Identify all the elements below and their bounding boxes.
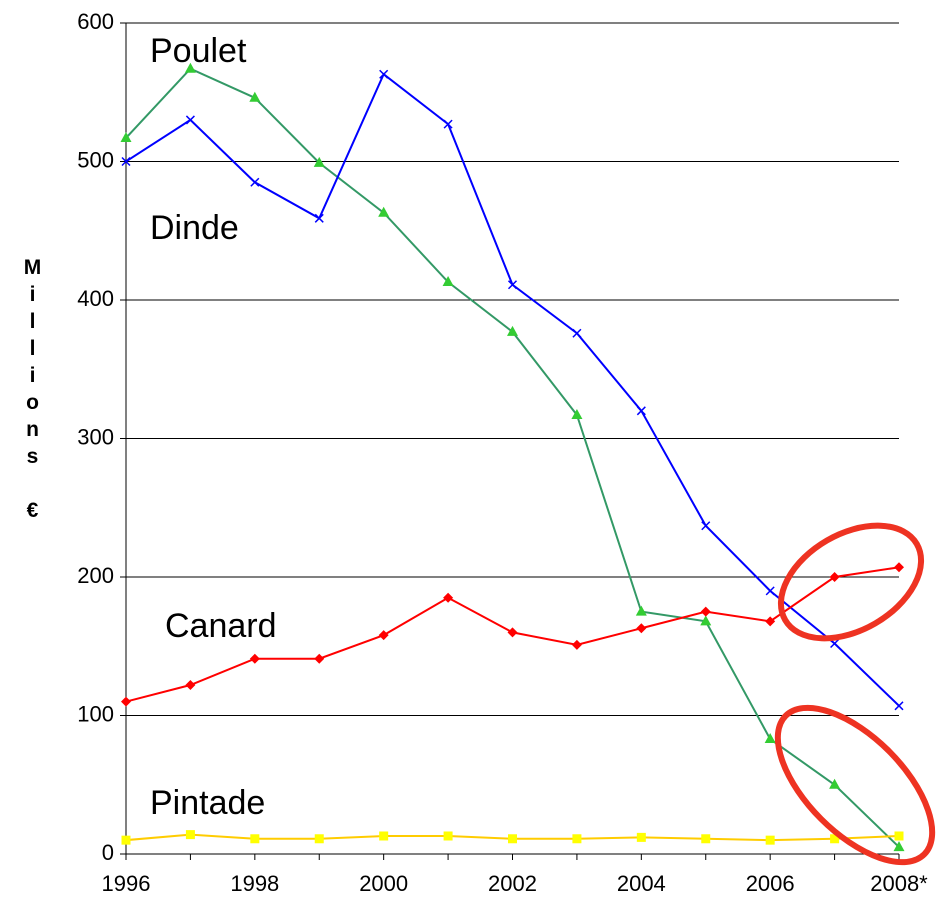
marker xyxy=(701,521,711,531)
highlight-circle xyxy=(774,704,936,866)
marker xyxy=(829,572,840,582)
marker xyxy=(249,91,261,102)
marker xyxy=(894,701,904,711)
marker xyxy=(185,830,195,840)
series-label: Poulet xyxy=(150,32,247,70)
marker xyxy=(830,834,840,844)
marker xyxy=(700,606,711,617)
marker xyxy=(379,69,389,79)
marker xyxy=(443,592,454,603)
marker xyxy=(507,280,518,290)
marker xyxy=(764,733,776,744)
highlight-circle xyxy=(777,522,925,642)
marker xyxy=(314,653,325,664)
marker xyxy=(185,115,195,125)
marker xyxy=(185,680,196,691)
marker xyxy=(636,623,647,634)
x-tick-label: 2000 xyxy=(359,871,408,896)
series-line xyxy=(125,67,900,848)
y-tick-label: 300 xyxy=(77,424,114,449)
marker xyxy=(765,586,775,596)
x-tick-label: 2006 xyxy=(746,871,795,896)
marker xyxy=(507,627,518,638)
marker xyxy=(765,835,775,845)
marker xyxy=(700,615,712,626)
x-tick-label: 2002 xyxy=(488,871,537,896)
marker xyxy=(379,831,389,841)
y-tick-label: 600 xyxy=(77,9,114,34)
marker xyxy=(121,156,131,167)
series-label: Dinde xyxy=(150,209,239,247)
marker xyxy=(635,605,647,616)
marker xyxy=(572,834,582,844)
y-axis-label: Millions € xyxy=(21,256,44,526)
marker xyxy=(894,562,904,573)
marker xyxy=(378,630,389,641)
series-label: Canard xyxy=(165,607,277,645)
marker xyxy=(442,275,454,286)
marker xyxy=(507,325,518,336)
x-tick-label: 2008* xyxy=(870,871,928,896)
marker xyxy=(314,213,324,223)
marker xyxy=(701,834,711,844)
marker xyxy=(120,131,132,142)
marker xyxy=(765,616,776,627)
series-label: Pintade xyxy=(150,784,265,822)
y-tick-label: 100 xyxy=(77,701,114,726)
marker xyxy=(571,408,583,419)
marker xyxy=(313,156,325,167)
marker xyxy=(636,406,646,416)
marker xyxy=(250,177,260,187)
marker xyxy=(893,841,905,852)
y-tick-label: 500 xyxy=(77,147,114,172)
x-tick-label: 1998 xyxy=(230,871,279,896)
y-tick-label: 200 xyxy=(77,563,114,588)
marker xyxy=(443,831,453,841)
marker xyxy=(572,328,582,338)
marker xyxy=(314,834,324,844)
marker xyxy=(121,696,131,707)
marker xyxy=(121,835,131,845)
marker xyxy=(508,834,517,844)
marker xyxy=(250,834,260,844)
marker xyxy=(443,119,453,129)
y-tick-label: 400 xyxy=(77,286,114,311)
x-tick-label: 2004 xyxy=(617,871,666,896)
marker xyxy=(894,831,904,841)
marker xyxy=(636,832,646,842)
marker xyxy=(249,653,260,664)
marker xyxy=(829,778,841,789)
marker xyxy=(571,639,582,650)
y-tick-label: 0 xyxy=(102,840,114,865)
x-tick-label: 1996 xyxy=(102,871,151,896)
marker xyxy=(378,206,390,217)
marker xyxy=(184,62,196,73)
